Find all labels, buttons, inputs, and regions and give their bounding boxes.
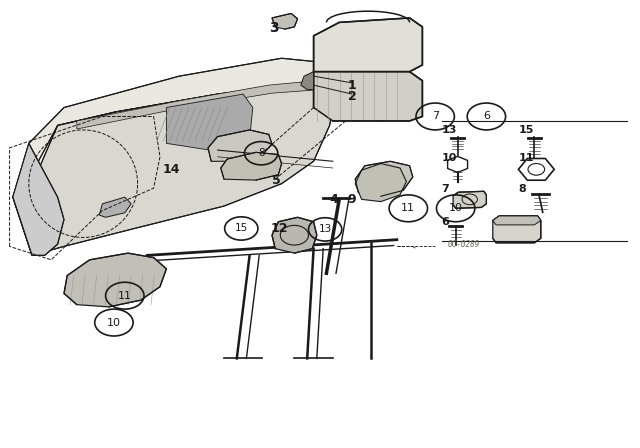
Polygon shape	[314, 72, 422, 121]
Text: 9: 9	[347, 193, 356, 206]
Text: 1: 1	[348, 78, 356, 92]
Polygon shape	[493, 216, 541, 243]
Text: 7: 7	[431, 112, 439, 121]
Text: 11: 11	[401, 203, 415, 213]
Polygon shape	[301, 72, 314, 90]
Text: 10: 10	[442, 153, 457, 163]
Text: 10: 10	[107, 318, 121, 327]
Polygon shape	[355, 161, 413, 196]
Polygon shape	[13, 143, 64, 255]
Polygon shape	[272, 13, 298, 29]
Text: 14: 14	[163, 163, 180, 176]
Polygon shape	[314, 18, 422, 72]
Polygon shape	[166, 94, 253, 152]
Text: 11: 11	[518, 153, 534, 163]
Polygon shape	[99, 197, 131, 217]
Text: 13: 13	[319, 224, 332, 234]
Text: 6: 6	[483, 112, 490, 121]
Text: 15: 15	[235, 224, 248, 233]
Text: 2: 2	[348, 90, 356, 103]
Polygon shape	[453, 191, 486, 208]
Text: 12: 12	[271, 222, 289, 235]
Text: 10: 10	[449, 203, 463, 213]
Polygon shape	[64, 253, 166, 307]
Text: 13: 13	[442, 125, 457, 135]
Text: 8: 8	[518, 184, 526, 194]
Text: 11: 11	[118, 291, 132, 301]
Text: 15: 15	[518, 125, 534, 135]
Polygon shape	[208, 130, 272, 161]
Text: 7: 7	[442, 184, 449, 194]
Polygon shape	[77, 81, 320, 129]
Polygon shape	[221, 152, 282, 180]
Text: 4: 4	[329, 193, 338, 206]
Polygon shape	[13, 58, 333, 199]
Text: 8: 8	[258, 148, 264, 158]
Text: 0C-0289: 0C-0289	[448, 240, 481, 249]
Text: 6: 6	[442, 217, 449, 227]
Polygon shape	[13, 76, 336, 255]
Polygon shape	[355, 164, 406, 202]
Polygon shape	[272, 217, 317, 253]
Text: 5: 5	[272, 173, 281, 187]
Text: 3: 3	[269, 21, 279, 35]
Polygon shape	[493, 216, 541, 225]
